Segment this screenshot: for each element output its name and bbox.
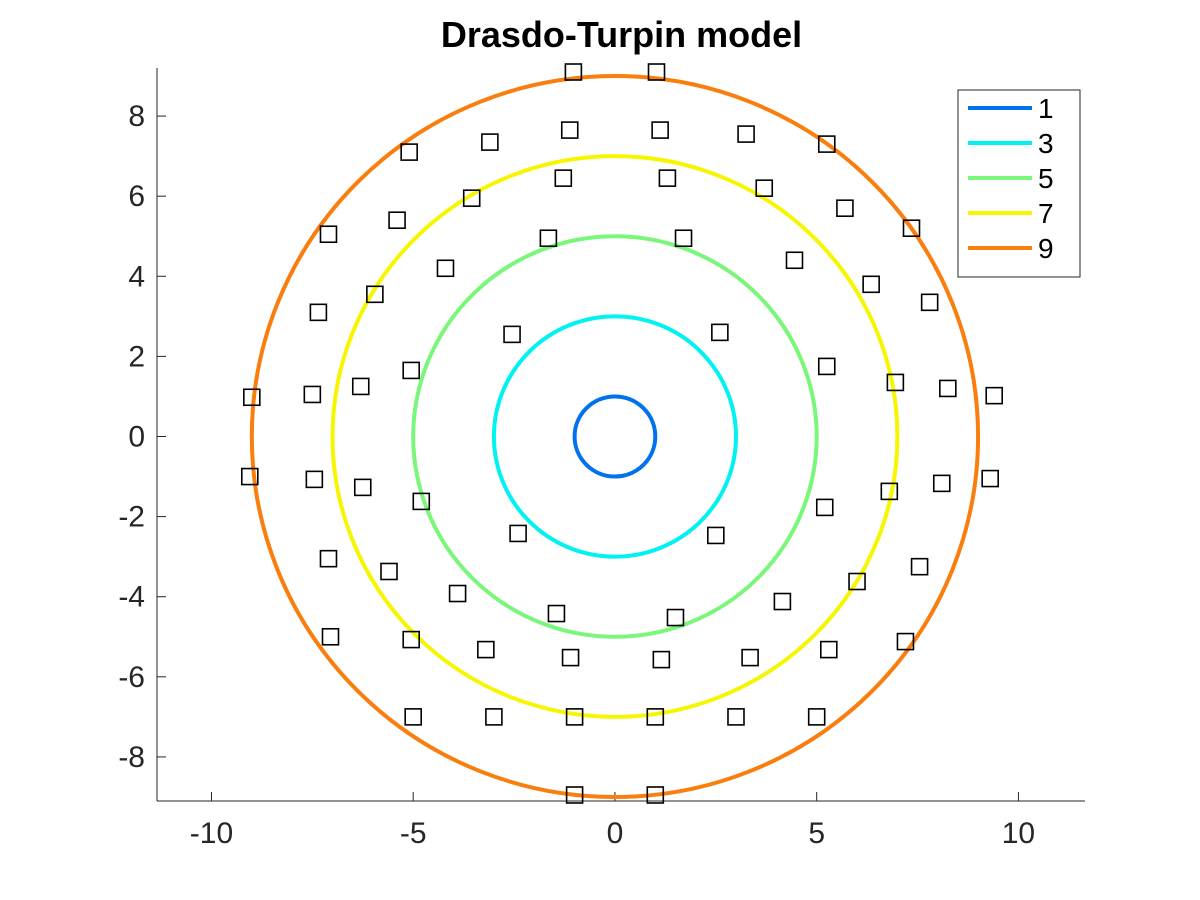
y-tick-label: -8 — [118, 741, 145, 774]
y-tick-label: 2 — [128, 340, 145, 373]
square-marker — [932, 474, 951, 493]
y-tick-label: -6 — [118, 661, 145, 694]
square-marker — [402, 630, 420, 649]
square-marker — [886, 373, 905, 392]
square-marker — [561, 648, 580, 667]
square-marker — [303, 385, 322, 404]
square-marker — [646, 786, 665, 804]
square-marker — [481, 133, 499, 151]
legend-label-5: 5 — [1038, 163, 1054, 194]
circle-series-group — [249, 74, 981, 799]
square-marker — [448, 584, 467, 603]
square-marker — [836, 199, 854, 217]
square-marker — [564, 63, 583, 81]
square-marker — [711, 323, 729, 342]
square-marker — [351, 377, 370, 396]
square-marker — [485, 708, 503, 726]
y-tick-label: 0 — [128, 421, 145, 454]
square-marker — [727, 708, 745, 726]
square-marker — [862, 275, 880, 294]
square-marker — [353, 478, 372, 497]
square-marker — [646, 708, 665, 726]
y-tick-label: 8 — [128, 100, 145, 133]
square-marker — [539, 229, 558, 248]
x-tick-label: -10 — [190, 817, 233, 850]
square-marker — [509, 524, 527, 543]
square-marker — [388, 211, 406, 230]
square-marker — [462, 189, 481, 207]
circle-series-5 — [411, 234, 819, 639]
square-marker — [554, 169, 573, 187]
square-marker — [807, 708, 826, 726]
square-marker — [366, 285, 384, 304]
square-marker — [477, 640, 495, 659]
circle-series-1 — [572, 394, 658, 479]
x-tick-label: 5 — [808, 817, 825, 850]
legend-label-9: 9 — [1038, 233, 1054, 264]
square-marker — [920, 293, 939, 312]
square-marker — [848, 572, 866, 591]
square-marker — [773, 592, 792, 611]
square-marker — [817, 357, 836, 376]
square-marker — [503, 325, 521, 344]
square-marker — [565, 786, 584, 804]
square-marker — [305, 470, 324, 489]
square-marker — [565, 708, 584, 726]
square-marker — [241, 467, 259, 486]
chart-title: Drasdo-Turpin model — [440, 14, 803, 55]
square-marker — [309, 303, 328, 322]
square-marker — [319, 549, 338, 568]
square-marker — [319, 225, 338, 244]
square-marker — [243, 388, 261, 407]
x-tick-label: 10 — [1002, 817, 1035, 850]
square-marker — [666, 608, 685, 627]
square-marker — [755, 179, 774, 197]
square-marker — [404, 708, 423, 726]
square-marker — [985, 386, 1004, 405]
square-marker — [436, 259, 455, 278]
square-marker — [896, 632, 915, 651]
legend-box — [957, 89, 1081, 278]
square-marker — [902, 219, 921, 238]
square-marker — [651, 121, 669, 139]
square-marker — [321, 627, 340, 646]
square-marker — [400, 143, 418, 161]
y-tick-label: -4 — [118, 581, 145, 614]
square-marker — [817, 135, 836, 153]
square-marker — [652, 650, 671, 669]
legend-label-3: 3 — [1038, 128, 1054, 159]
square-marker — [737, 125, 755, 143]
square-marker — [560, 121, 579, 139]
square-marker — [380, 562, 398, 581]
legend-label-7: 7 — [1038, 198, 1054, 229]
square-marker — [658, 169, 677, 187]
square-marker — [880, 482, 899, 501]
square-marker — [981, 469, 999, 488]
square-marker — [785, 251, 804, 270]
circle-series-9 — [249, 74, 981, 799]
square-marker — [741, 648, 759, 667]
square-marker — [674, 229, 693, 248]
legend: 1 3 5 7 9 — [957, 89, 1081, 278]
axes: -10 -5 0 5 10 -8 -6 -4 -2 0 2 4 6 8 — [118, 68, 1085, 850]
square-marker — [412, 492, 431, 511]
square-marker — [547, 604, 566, 623]
y-tick-label: 6 — [128, 180, 145, 213]
square-marker — [910, 557, 929, 576]
square-marker — [819, 640, 838, 659]
y-tick-label: 4 — [128, 260, 145, 293]
circle-series-7 — [330, 154, 900, 719]
square-marker — [707, 526, 725, 545]
circle-series-3 — [491, 314, 738, 559]
square-marker — [815, 498, 834, 517]
square-marker — [402, 361, 420, 380]
x-tick-label: 0 — [607, 817, 624, 850]
marker-group — [241, 63, 1004, 804]
legend-label-1: 1 — [1038, 93, 1054, 124]
square-marker — [647, 63, 666, 81]
x-tick-label: -5 — [400, 817, 427, 850]
y-tick-label: -2 — [118, 501, 145, 534]
square-marker — [939, 379, 957, 398]
